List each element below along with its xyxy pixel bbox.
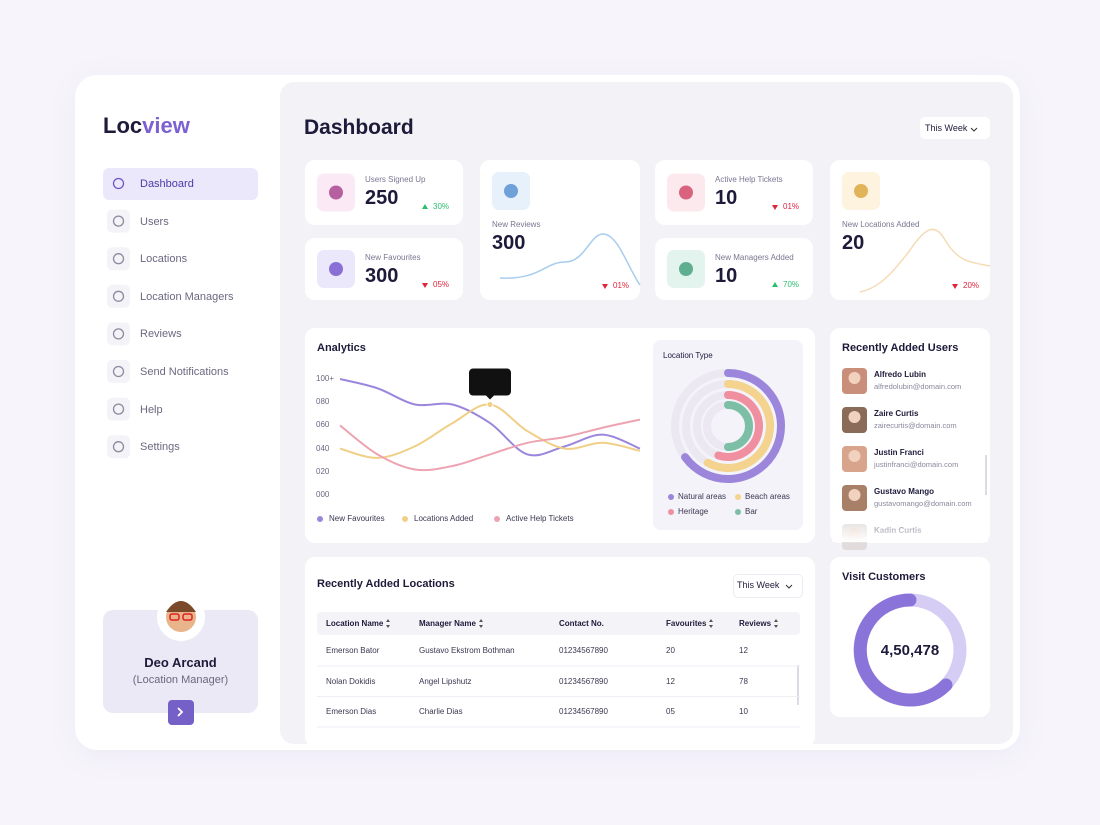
table-header-bg <box>317 612 800 635</box>
table-period-label: This Week <box>737 580 780 590</box>
tooltip-value: 078 <box>480 379 500 392</box>
table-cell: 05 <box>666 707 675 716</box>
y-tick-label: 080 <box>316 397 330 407</box>
y-tick-label: 020 <box>316 466 330 476</box>
locations-title: Recently Added Locations <box>317 578 455 590</box>
nav-item: Send Notifications <box>140 366 229 378</box>
legend-label: Beach areas <box>745 492 790 501</box>
profile-role: (Location Manager) <box>132 674 229 686</box>
stat-value: 10 <box>715 265 738 287</box>
legend-label: Locations Added <box>414 514 474 523</box>
table-cell: Emerson Bator <box>326 646 380 655</box>
user-email: zairecurtis@domain.com <box>874 421 957 430</box>
legend-label: Bar <box>745 507 758 516</box>
period-label: This Week <box>925 123 968 133</box>
stat-label: New Locations Added <box>842 220 920 229</box>
stat-label: Active Help Tickets <box>715 175 783 184</box>
table-header: Location Name <box>326 619 384 628</box>
page-title: Dashboard <box>304 116 414 139</box>
user-name: Gustavo Mango <box>874 487 935 496</box>
legend-label: Heritage <box>678 507 709 516</box>
legend-label: New Favourites <box>329 514 385 523</box>
nav-item: Users <box>140 215 169 228</box>
table-cell: Charlie Dias <box>419 707 463 716</box>
brand-prefix: Loc <box>103 113 143 138</box>
period-select[interactable] <box>920 117 990 139</box>
tooltip-title: This week <box>476 371 504 378</box>
stat-value: 300 <box>365 265 399 287</box>
stat-card <box>830 160 990 300</box>
nav-item: Reviews <box>140 328 182 341</box>
stat-change: 01% <box>613 281 630 290</box>
table-cell: Gustavo Ekstrom Bothman <box>419 646 515 655</box>
stat-change: 01% <box>783 202 800 211</box>
stat-value: 10 <box>715 187 738 209</box>
brand-suffix: view <box>142 113 190 138</box>
table-cell: 10 <box>739 707 748 716</box>
user-email: justinfranci@domain.com <box>874 460 959 469</box>
profile-button[interactable] <box>168 700 194 725</box>
y-tick-label: 000 <box>316 490 330 499</box>
legend-label: Active Help Tickets <box>506 514 574 523</box>
stat-value: 20 <box>842 232 865 254</box>
visit-customers-title: Visit Customers <box>842 571 926 583</box>
stat-value: 250 <box>365 187 399 209</box>
table-cell: Nolan Dokidis <box>326 676 376 686</box>
table-header: Contact No. <box>559 619 604 628</box>
stat-change: 05% <box>433 280 450 289</box>
table-cell: 01234567890 <box>559 707 608 716</box>
y-tick-label: 040 <box>316 443 330 453</box>
y-tick-label: 100+ <box>316 374 335 383</box>
user-name: Alfredo Lubin <box>874 370 926 379</box>
table-cell: Emerson Dias <box>326 707 377 716</box>
location-type-panel <box>653 340 803 530</box>
profile-name: Deo Arcand <box>144 655 217 670</box>
nav-item: Location Managers <box>140 290 234 303</box>
table-cell: 01234567890 <box>559 646 608 655</box>
stat-label: New Favourites <box>365 253 421 262</box>
user-email: alfredolubin@domain.com <box>874 382 962 391</box>
table-cell: Angel Lipshutz <box>419 676 472 686</box>
stat-change: 20% <box>963 281 980 290</box>
stat-label: Users Signed Up <box>365 175 426 184</box>
user-name: Zaire Curtis <box>874 409 919 418</box>
nav-item: Dashboard <box>140 178 194 190</box>
table-cell: 12 <box>739 646 748 655</box>
table-cell: 78 <box>739 676 748 686</box>
table-cell: 01234567890 <box>559 676 608 686</box>
list-fade <box>832 522 988 542</box>
brand: Locview <box>103 113 190 139</box>
table-cell: 12 <box>666 676 675 686</box>
stat-change: 30% <box>433 202 450 211</box>
y-tick-label: 060 <box>316 420 330 430</box>
stat-label: New Managers Added <box>715 253 794 262</box>
user-email: gustavomango@domain.com <box>874 499 972 508</box>
recent-users-title: Recently Added Users <box>842 342 959 354</box>
table-header: Manager Name <box>419 619 476 628</box>
legend-label: Natural areas <box>678 492 727 501</box>
table-header: Favourites <box>666 619 707 628</box>
user-name: Justin Franci <box>874 448 924 457</box>
nav-item: Settings <box>140 441 180 454</box>
nav-item: Locations <box>140 253 188 266</box>
stat-card <box>480 160 640 300</box>
location-type-title: Location Type <box>663 351 713 360</box>
stat-label: New Reviews <box>492 220 541 229</box>
visit-customers-value: 4,50,478 <box>880 642 940 659</box>
nav-item: Help <box>140 403 163 416</box>
stat-value: 300 <box>492 232 526 254</box>
stat-change: 70% <box>783 280 800 289</box>
table-header: Reviews <box>739 619 772 628</box>
table-cell: 20 <box>666 646 675 655</box>
locations-card <box>305 557 815 747</box>
recent-users-card <box>830 328 990 543</box>
analytics-title: Analytics <box>317 342 366 354</box>
